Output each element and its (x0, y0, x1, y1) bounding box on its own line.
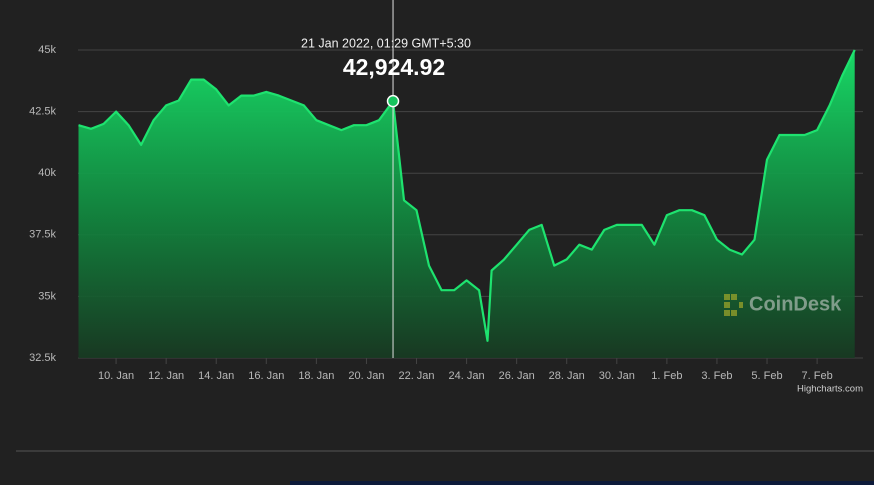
watermark-icon (724, 310, 730, 316)
x-tick-label: 18. Jan (298, 370, 334, 382)
y-tick-label: 32.5k (29, 352, 56, 364)
credits: Highcharts.com (797, 384, 863, 395)
bottom-band (290, 481, 874, 485)
x-tick-label: 5. Feb (751, 370, 782, 382)
hover-marker (386, 94, 400, 108)
axes: 32.5k 35k 37.5k 40k 42.5k 45k 10. Jan 12. Jan 14… (29, 44, 833, 382)
x-tick-label: 7. Feb (802, 370, 833, 382)
watermark-icon (731, 310, 737, 316)
tooltip-date: 21 Jan 2022, 01:29 GMT+5:30 (301, 36, 471, 50)
x-tick-label: 20. Jan (348, 370, 384, 382)
x-tick-label: 12. Jan (148, 370, 184, 382)
plot-area (78, 49, 856, 358)
x-tick-label: 24. Jan (449, 370, 485, 382)
y-tick-label: 35k (38, 290, 56, 302)
y-tick-label: 40k (38, 167, 56, 179)
watermark-group: CoinDesk (724, 293, 842, 316)
y-tick-label: 45k (38, 44, 56, 56)
tooltip: 21 Jan 2022, 01:29 GMT+5:30 42,924.92 (301, 0, 471, 358)
x-tick-label: 16. Jan (248, 370, 284, 382)
watermark-icon (739, 302, 743, 308)
watermark-icon (731, 294, 737, 300)
watermark-icon (724, 294, 730, 300)
x-tick-label: 28. Jan (549, 370, 585, 382)
x-tick-label: 22. Jan (398, 370, 434, 382)
x-tick-label: 10. Jan (98, 370, 134, 382)
line (78, 49, 856, 342)
tooltip-value: 42,924.92 (343, 54, 445, 80)
y-tick-label: 42.5k (29, 106, 56, 118)
area (78, 50, 855, 358)
y-tick-label: 37.5k (29, 229, 56, 241)
watermark-icon (724, 302, 730, 308)
x-tick-label: 1. Feb (651, 370, 682, 382)
x-tick-label: 30. Jan (599, 370, 635, 382)
x-tick-label: 14. Jan (198, 370, 234, 382)
x-tick-label: 3. Feb (701, 370, 732, 382)
watermark: CoinDesk (749, 293, 842, 315)
x-tick-label: 26. Jan (499, 370, 535, 382)
